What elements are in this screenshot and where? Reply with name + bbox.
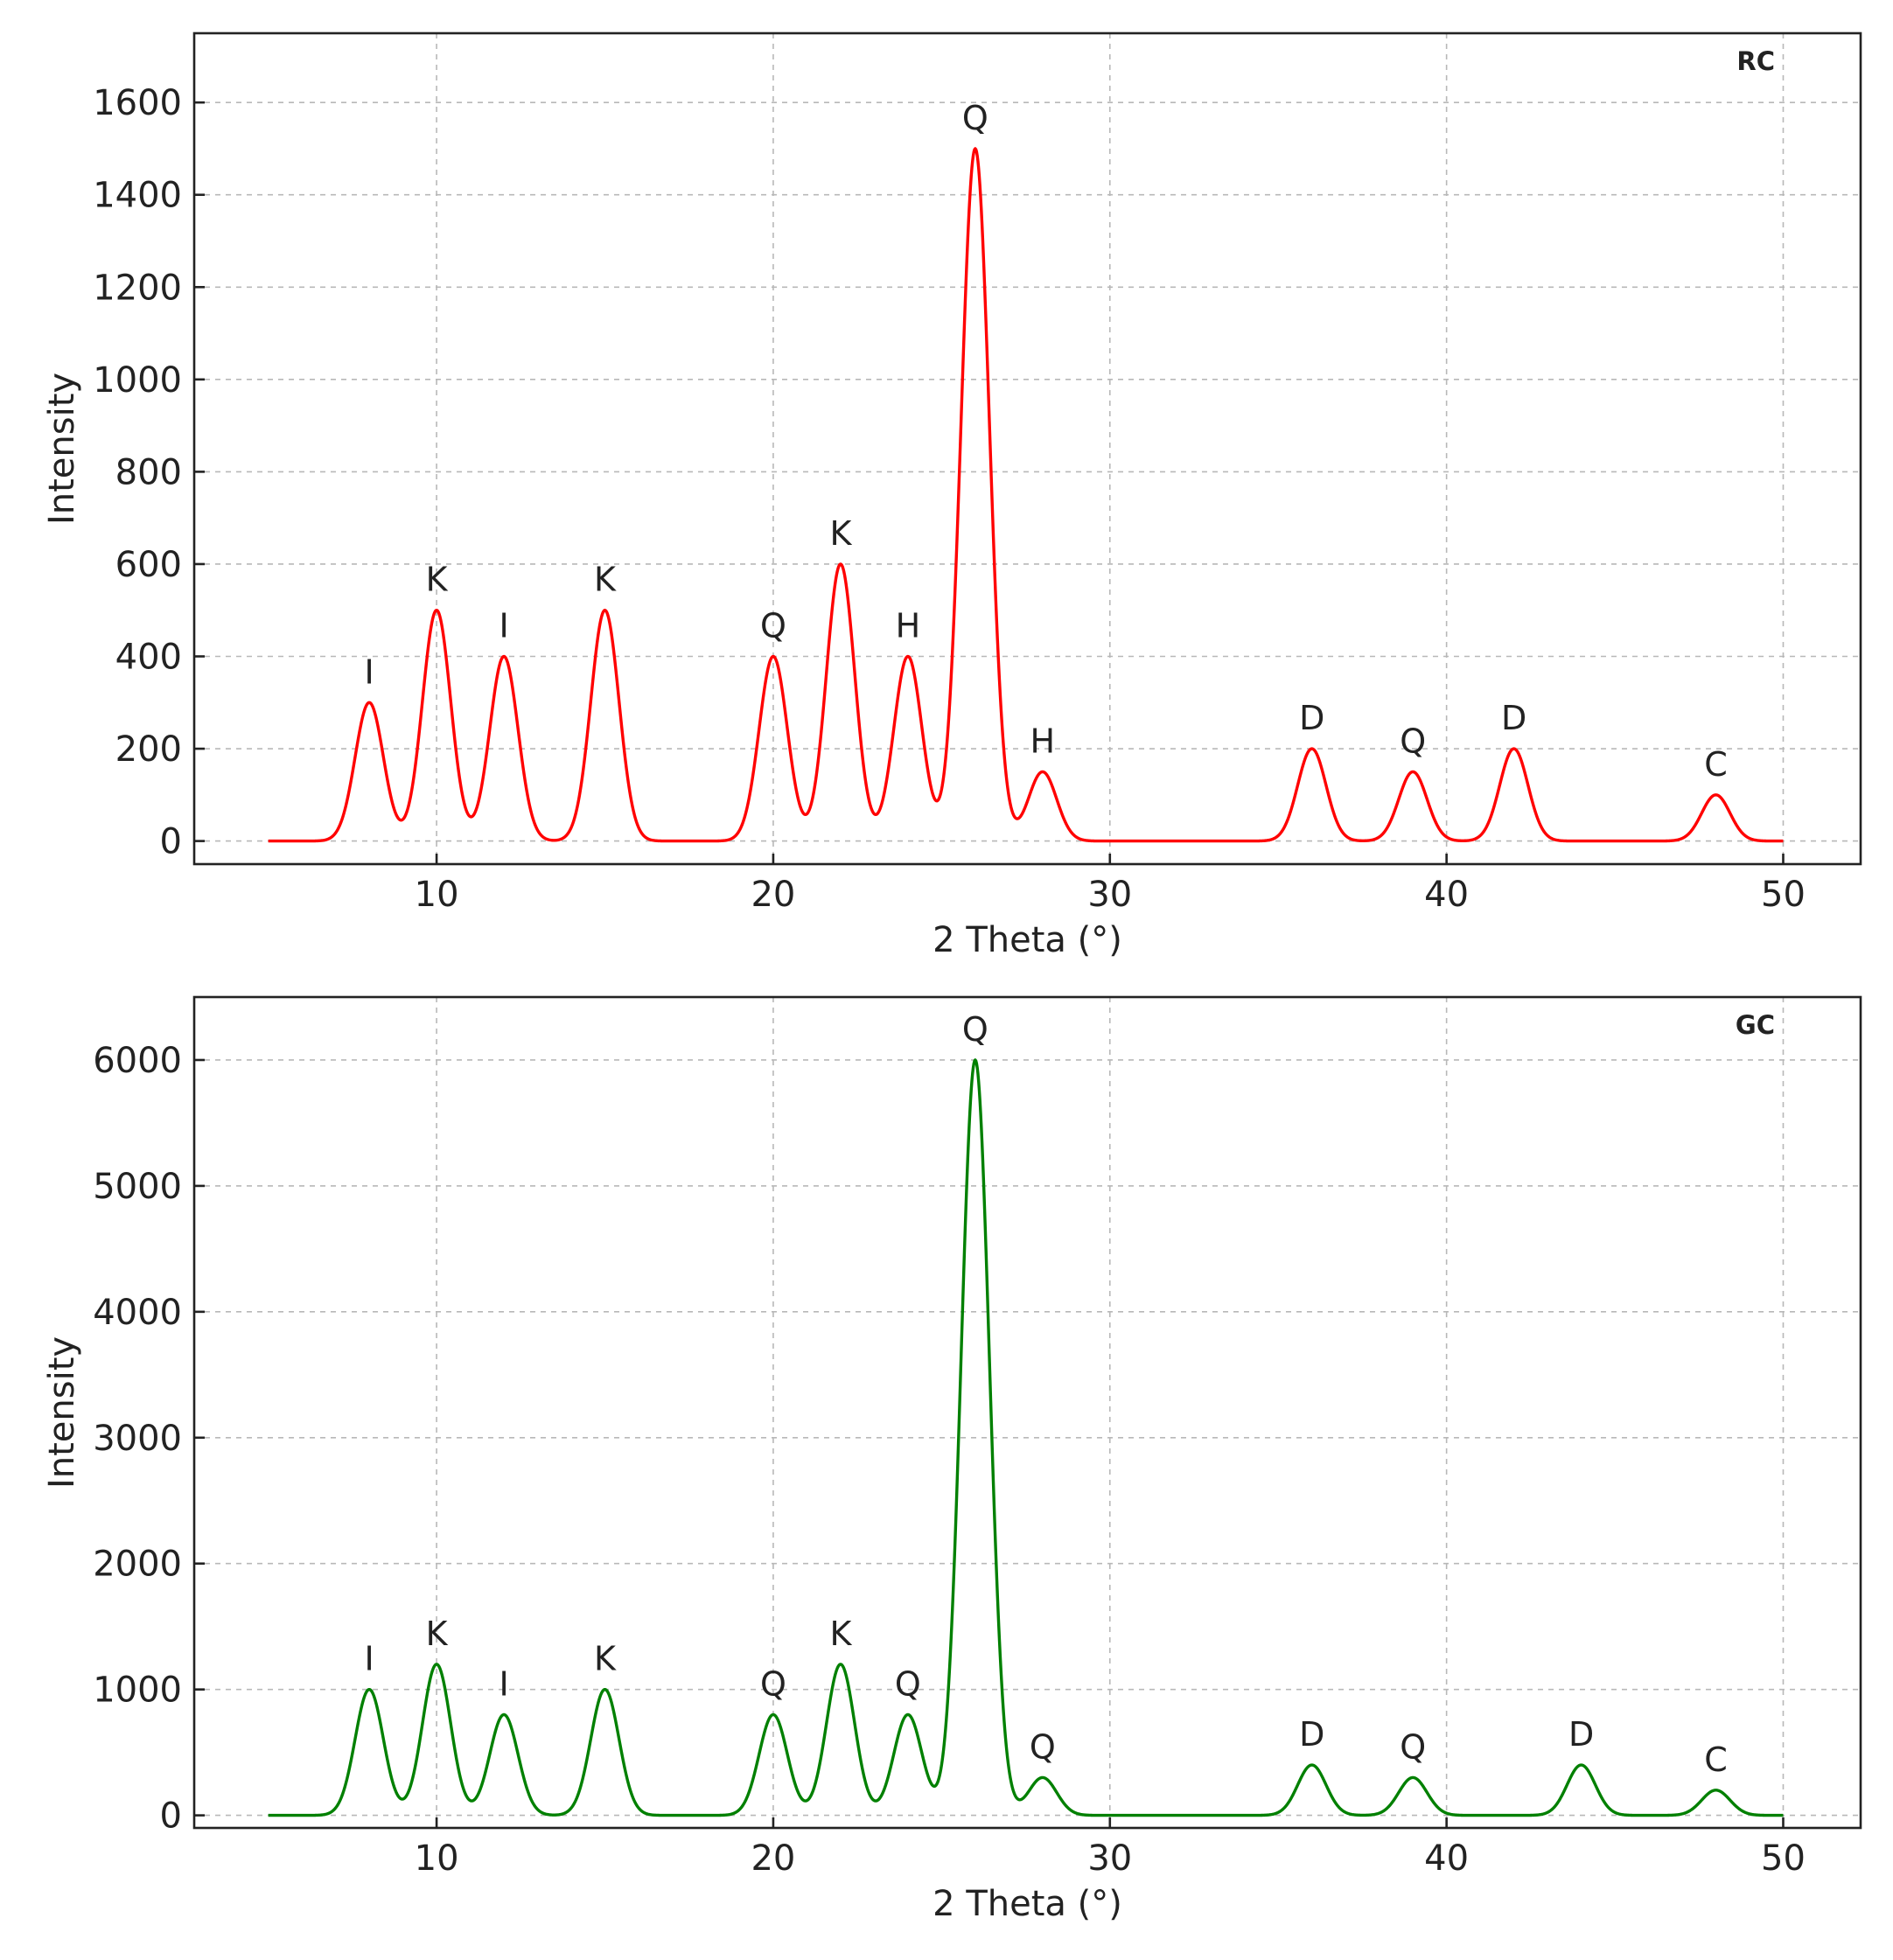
- x-axis-label: 2 Theta (°): [933, 1884, 1122, 1924]
- peak-label: D: [1299, 699, 1324, 737]
- x-tick-label: 30: [1087, 1838, 1132, 1879]
- y-tick-label: 1000: [93, 360, 182, 401]
- peak-label: Q: [1400, 1727, 1426, 1766]
- x-tick-label: 50: [1761, 1838, 1806, 1879]
- x-tick-label: 50: [1761, 875, 1806, 915]
- y-tick-label: 6000: [93, 1041, 182, 1081]
- y-tick-label: 200: [115, 729, 182, 770]
- chart-panel-2: I K I K Q K Q Q Q D Q D C 10 20 30 40 50 0 1000 2000 3000 4000…: [42, 995, 1862, 1924]
- x-tick-label: 30: [1087, 875, 1132, 915]
- peak-label: C: [1704, 1740, 1728, 1779]
- plot-frame: [192, 31, 1862, 866]
- y-tick-label: 3000: [93, 1419, 182, 1459]
- peak-label: I: [499, 607, 508, 645]
- peak-label: Q: [760, 607, 786, 645]
- peak-label: D: [1501, 699, 1526, 737]
- panel-tag: RC: [1736, 46, 1775, 76]
- peak-label: I: [365, 652, 374, 691]
- x-axis-label: 2 Theta (°): [933, 920, 1122, 960]
- peak-label: I: [499, 1664, 508, 1703]
- y-tick-label: 2000: [93, 1545, 182, 1585]
- peak-label: Q: [895, 1664, 921, 1703]
- intensity-line: [267, 147, 1785, 843]
- y-tick-label: 400: [115, 638, 182, 678]
- chart-panel-1: I K I K Q K H Q H D Q D C 10 20 30 40 50 0 200 400 600 800 1000…: [42, 31, 1862, 960]
- peak-label: Q: [760, 1664, 786, 1703]
- peak-label: K: [594, 561, 617, 599]
- peak-label: I: [365, 1640, 374, 1678]
- peak-label: K: [594, 1640, 617, 1678]
- peak-label: Q: [962, 99, 988, 137]
- peak-label: Q: [962, 1010, 988, 1049]
- x-tick-label: 10: [415, 1838, 459, 1879]
- x-tick-label: 40: [1424, 875, 1469, 915]
- peak-label: K: [829, 514, 852, 553]
- y-tick-label: 0: [160, 1796, 182, 1837]
- x-tick-label: 10: [415, 875, 459, 915]
- y-axis-label: Intensity: [42, 1336, 82, 1489]
- peak-label: H: [1030, 722, 1056, 760]
- peak-label: K: [426, 1615, 449, 1653]
- x-tick-label: 20: [751, 1838, 795, 1879]
- y-tick-label: 0: [160, 822, 182, 862]
- peak-label: H: [896, 607, 921, 645]
- y-tick-label: 1000: [93, 1671, 182, 1711]
- peak-label: D: [1568, 1715, 1594, 1754]
- peak-label: K: [426, 561, 449, 599]
- peak-label: Q: [1400, 722, 1426, 760]
- x-tick-label: 40: [1424, 1838, 1469, 1879]
- y-tick-label: 1200: [93, 268, 182, 308]
- y-axis-label: Intensity: [42, 373, 82, 525]
- y-tick-label: 600: [115, 545, 182, 585]
- peak-label: K: [829, 1615, 852, 1653]
- intensity-line: [267, 1058, 1785, 1817]
- x-tick-label: 20: [751, 875, 795, 915]
- panel-tag: GC: [1736, 1010, 1775, 1040]
- peak-label: Q: [1030, 1727, 1056, 1766]
- peak-label: D: [1299, 1715, 1324, 1754]
- peak-label: C: [1704, 745, 1728, 784]
- y-tick-label: 4000: [93, 1293, 182, 1333]
- y-tick-label: 5000: [93, 1167, 182, 1207]
- y-tick-label: 1600: [93, 83, 182, 123]
- y-tick-label: 1400: [93, 176, 182, 216]
- y-tick-label: 800: [115, 452, 182, 492]
- plot-frame: [192, 995, 1862, 1830]
